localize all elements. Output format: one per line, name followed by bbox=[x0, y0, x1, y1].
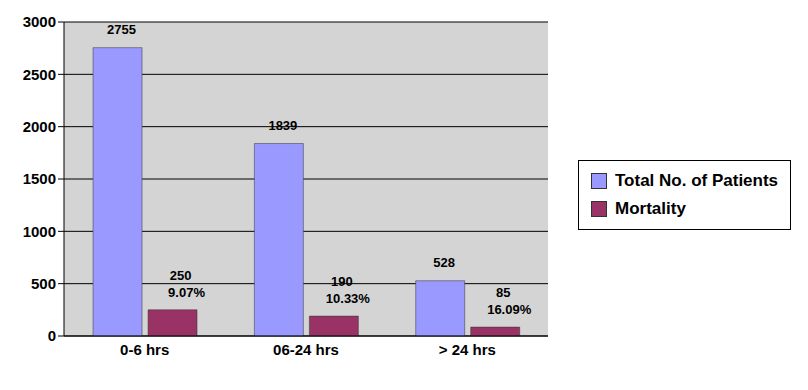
svg-text:8516.09%: 8516.09% bbox=[487, 285, 532, 317]
svg-text:2755: 2755 bbox=[107, 22, 136, 37]
svg-text:1839: 1839 bbox=[268, 118, 297, 133]
svg-text:2509.07%: 2509.07% bbox=[168, 268, 205, 300]
svg-text:19010.33%: 19010.33% bbox=[326, 274, 371, 306]
html-text:Mortality: Mortality bbox=[615, 199, 686, 218]
svg-text:0-6 hrs: 0-6 hrs bbox=[120, 341, 169, 358]
svg-text:1000: 1000 bbox=[23, 223, 56, 240]
svg-text:2000: 2000 bbox=[23, 118, 56, 135]
svg-text:500: 500 bbox=[31, 275, 56, 292]
svg-text:0: 0 bbox=[48, 327, 56, 344]
svg-text:3000: 3000 bbox=[23, 13, 56, 30]
svg-text:2500: 2500 bbox=[23, 66, 56, 83]
svg-text:528: 528 bbox=[433, 255, 455, 270]
svg-text:1500: 1500 bbox=[23, 170, 56, 187]
svg-text:> 24 hrs: > 24 hrs bbox=[439, 341, 496, 358]
svg-text:06-24 hrs: 06-24 hrs bbox=[273, 341, 339, 358]
html-text:Total No. of Patients: Total No. of Patients bbox=[615, 171, 779, 190]
